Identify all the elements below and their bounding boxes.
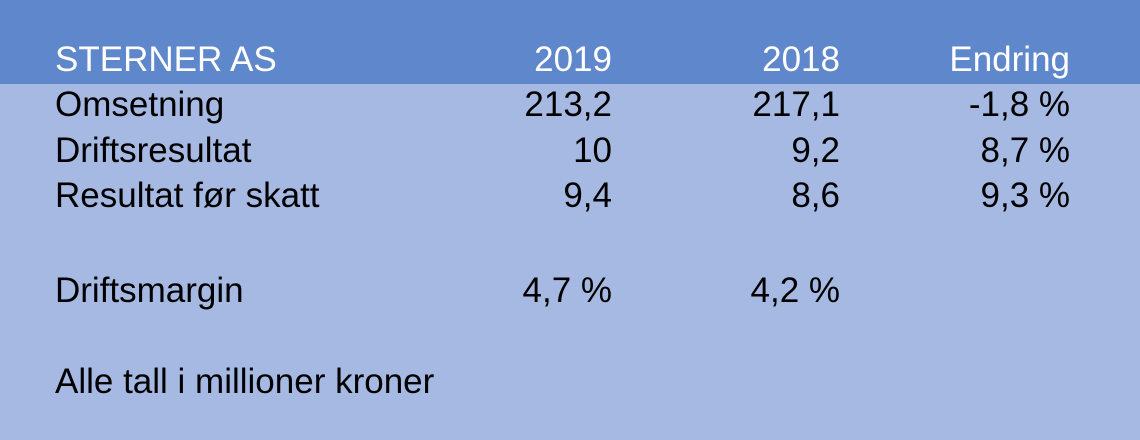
value-change: 8,7 % bbox=[980, 131, 1071, 170]
table-row-operating-result: Driftsresultat 10 9,2 8,7 % bbox=[0, 128, 1140, 174]
row-label: Driftsmargin bbox=[55, 271, 244, 310]
table-row-revenue: Omsetning 213,2 217,1 -1,8 % bbox=[0, 82, 1140, 128]
value-2018: 4,2 % bbox=[750, 271, 841, 310]
footnote: Alle tall i millioner kroner bbox=[55, 362, 435, 401]
company-name: STERNER AS bbox=[55, 40, 277, 79]
value-2018: 8,6 bbox=[791, 176, 840, 215]
table-header-band bbox=[0, 0, 1140, 84]
value-2019: 9,4 bbox=[563, 176, 612, 215]
row-label: Resultat før skatt bbox=[55, 176, 320, 215]
table-row-operating-margin: Driftsmargin 4,7 % 4,2 % bbox=[0, 268, 1140, 314]
table-row-result-before-tax: Resultat før skatt 9,4 8,6 9,3 % bbox=[0, 173, 1140, 219]
value-2019: 4,7 % bbox=[522, 271, 613, 310]
table-header-row: STERNER AS 2019 2018 Endring bbox=[0, 37, 1140, 83]
value-2019: 10 bbox=[573, 131, 612, 170]
value-2019: 213,2 bbox=[524, 85, 612, 124]
row-label: Omsetning bbox=[55, 85, 225, 124]
row-label: Driftsresultat bbox=[55, 131, 252, 170]
value-change: -1,8 % bbox=[968, 85, 1070, 124]
column-header-change: Endring bbox=[949, 40, 1070, 79]
column-header-2018: 2018 bbox=[762, 40, 840, 79]
value-change: 9,3 % bbox=[980, 176, 1071, 215]
column-header-2019: 2019 bbox=[534, 40, 612, 79]
value-2018: 9,2 bbox=[791, 131, 840, 170]
value-2018: 217,1 bbox=[752, 85, 840, 124]
